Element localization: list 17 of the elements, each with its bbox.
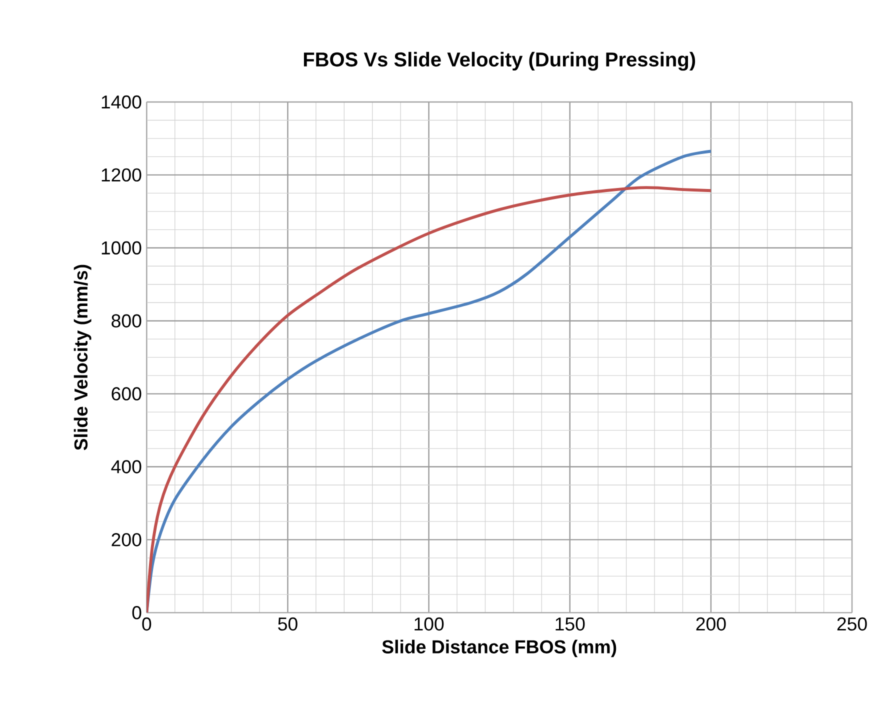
x-tick-label: 250 — [837, 617, 867, 631]
x-tick-label: 50 — [278, 617, 298, 631]
y-tick-label: 0 — [132, 606, 142, 620]
y-axis-title: Slide Velocity (mm/s) — [74, 264, 92, 450]
y-tick-label: 1400 — [102, 95, 142, 109]
y-tick-label: 1200 — [102, 168, 142, 182]
x-tick-label: 0 — [142, 617, 152, 631]
x-tick-label: 150 — [556, 617, 585, 631]
chart-title: FBOS Vs Slide Velocity (During Pressing) — [304, 52, 696, 71]
y-tick-label: 800 — [112, 314, 142, 328]
y-tick-label: 200 — [112, 533, 142, 546]
y-tick-label: 1000 — [102, 241, 142, 255]
x-axis-title: Slide Distance FBOS (mm) — [382, 640, 616, 658]
x-tick-label: 100 — [414, 617, 444, 631]
y-tick-label: 400 — [111, 460, 142, 474]
y-tick-label: 600 — [112, 387, 142, 400]
x-tick-label: 200 — [696, 617, 726, 631]
